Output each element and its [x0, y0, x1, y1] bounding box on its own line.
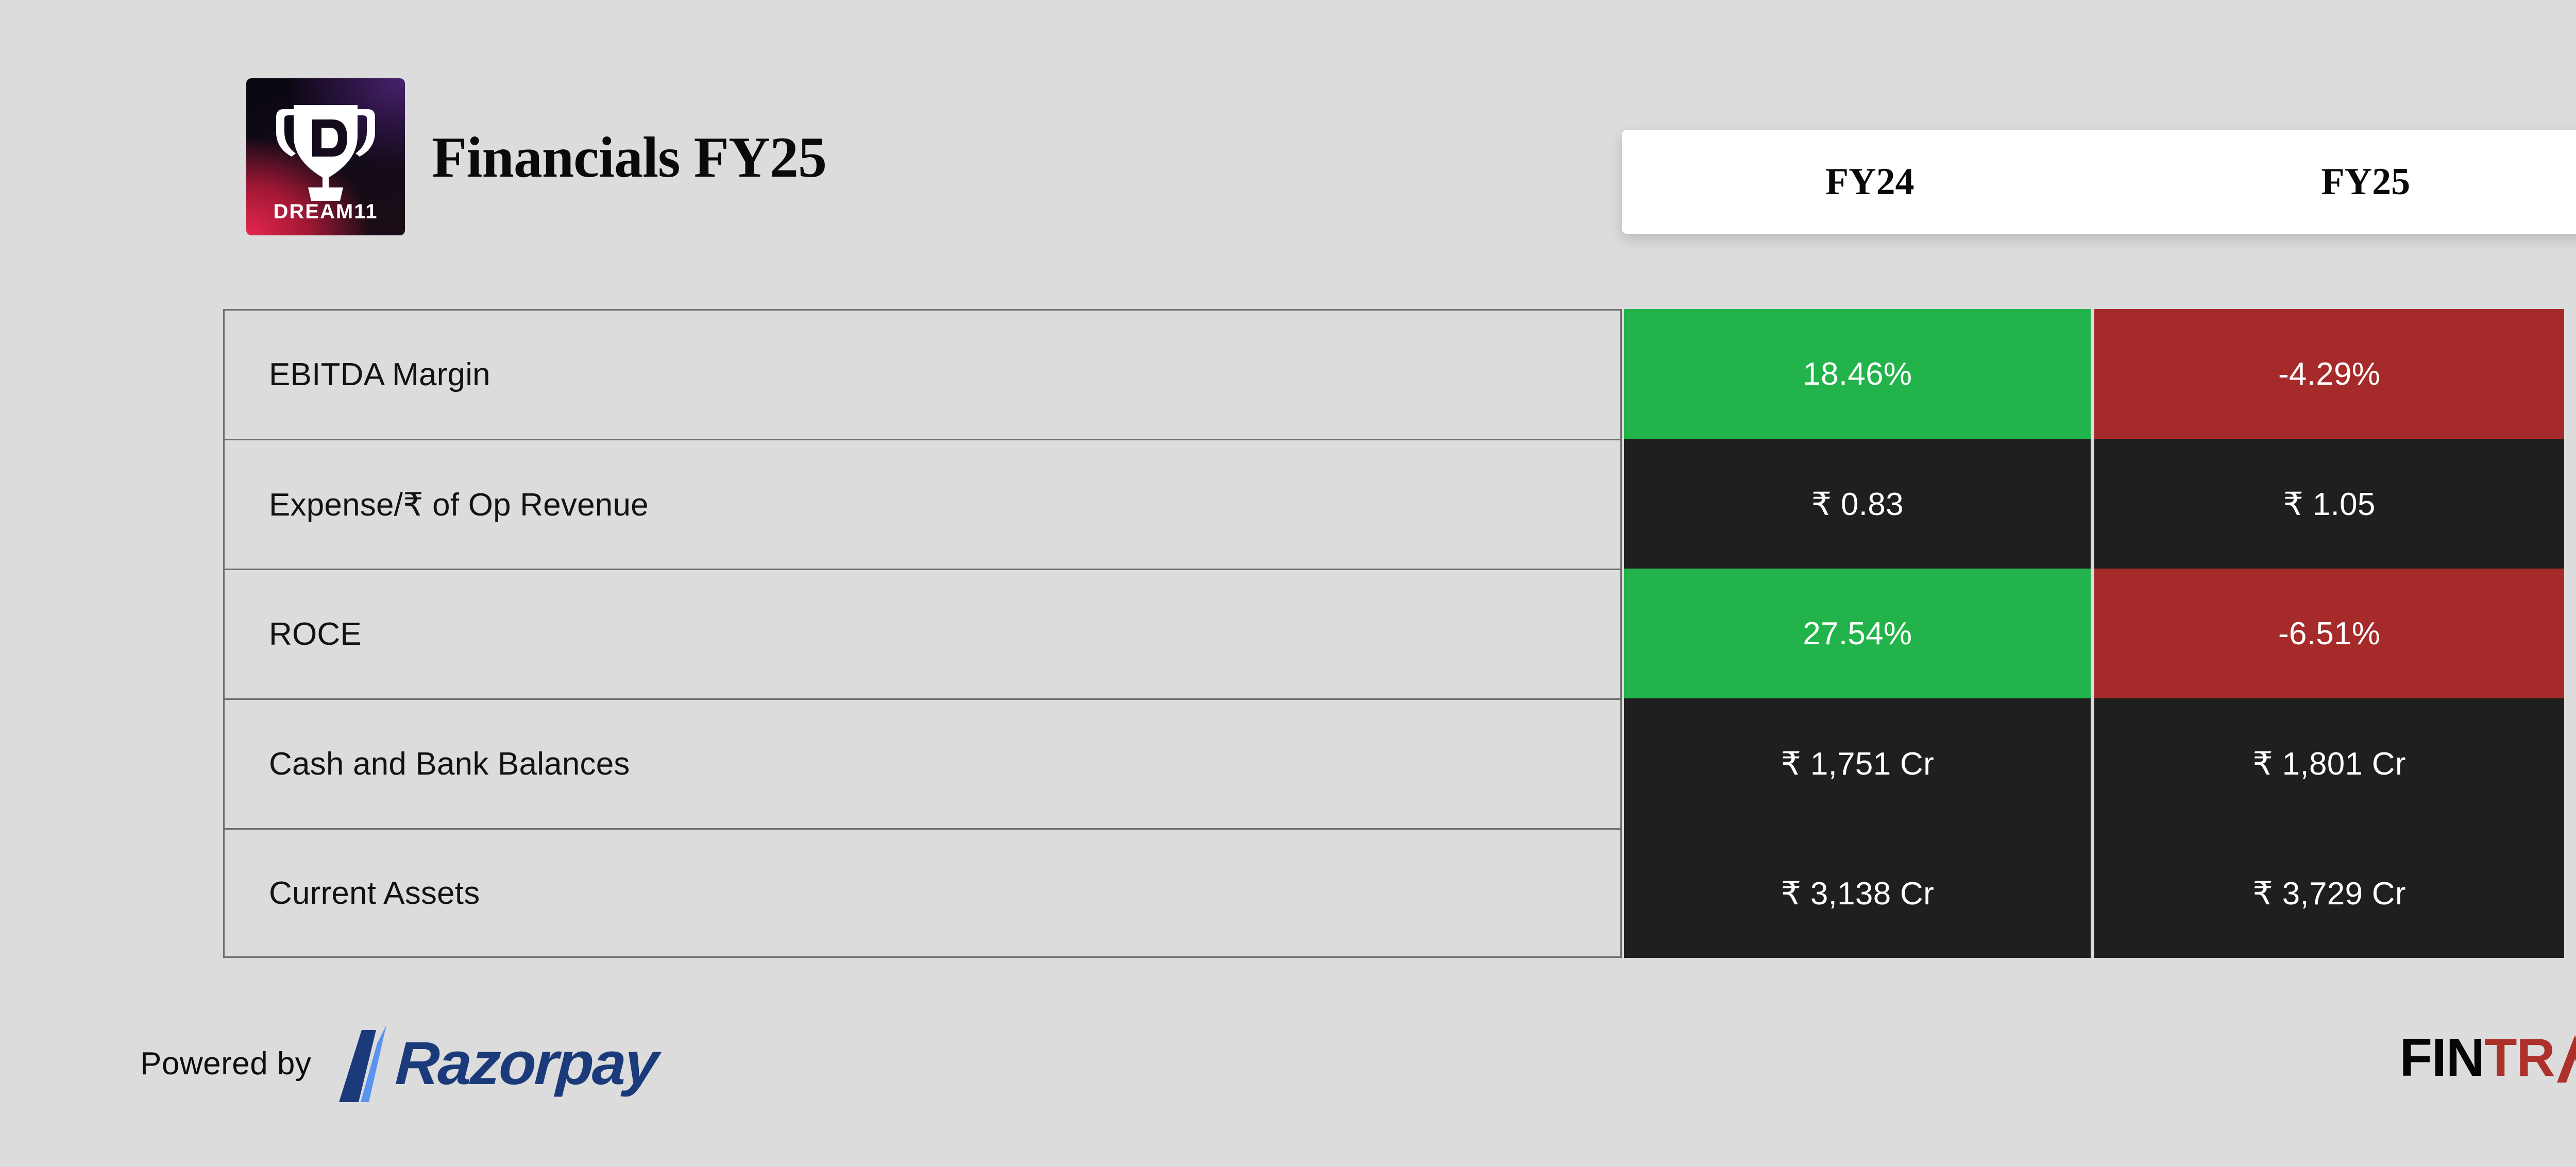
powered-by-group: Powered by Razorpay	[140, 1025, 659, 1102]
metric-value-fy25: -6.51%	[2094, 569, 2564, 698]
dream11-logo: DREAM11	[246, 78, 405, 235]
razorpay-logo: Razorpay	[329, 1025, 659, 1102]
table-row: ROCE 27.54% -6.51%	[223, 569, 2564, 698]
metric-label: Cash and Bank Balances	[223, 698, 1622, 828]
column-header-fy24: FY24	[1825, 160, 1914, 203]
metric-label: ROCE	[223, 569, 1622, 698]
metric-label: Expense/₹ of Op Revenue	[223, 439, 1622, 569]
fintrackr-fin-text: FIN	[2399, 1028, 2485, 1088]
metric-value-fy24: ₹ 0.83	[1624, 439, 2091, 569]
metric-value-fy24: 18.46%	[1624, 309, 2091, 439]
metric-value-fy24: ₹ 3,138 Cr	[1624, 828, 2091, 958]
table-row: EBITDA Margin 18.46% -4.29%	[223, 309, 2564, 439]
powered-by-label: Powered by	[140, 1045, 312, 1082]
table-row: Expense/₹ of Op Revenue ₹ 0.83 ₹ 1.05	[223, 439, 2564, 569]
metric-value-fy24: ₹ 1,751 Cr	[1624, 698, 2091, 828]
svg-text:DREAM11: DREAM11	[274, 200, 378, 223]
fintrackr-logo: FIN TR CKR	[2400, 1031, 2576, 1085]
table-row: Cash and Bank Balances ₹ 1,751 Cr ₹ 1,80…	[223, 698, 2564, 828]
fintrackr-tr-text: TR	[2484, 1028, 2555, 1088]
header-bar: DREAM11 Financials FY25 FY24 FY25	[0, 0, 2576, 288]
year-header-card: FY24 FY25	[1622, 130, 2576, 234]
metric-label: EBITDA Margin	[223, 309, 1622, 439]
column-header-fy25: FY25	[2321, 160, 2411, 203]
razorpay-wordmark: Razorpay	[394, 1029, 659, 1097]
metric-value-fy25: ₹ 1.05	[2094, 439, 2564, 569]
metric-value-fy25: ₹ 1,801 Cr	[2094, 698, 2564, 828]
razorpay-mark-icon	[339, 1025, 387, 1102]
fintrackr-rocket-a-icon	[2555, 1031, 2576, 1085]
metric-label: Current Assets	[223, 828, 1622, 958]
table-row: Current Assets ₹ 3,138 Cr ₹ 3,729 Cr	[223, 828, 2564, 958]
metric-value-fy25: ₹ 3,729 Cr	[2094, 828, 2564, 958]
page-title: Financials FY25	[432, 126, 827, 190]
metric-value-fy24: 27.54%	[1624, 569, 2091, 698]
metric-value-fy25: -4.29%	[2094, 309, 2564, 439]
trophy-d-icon: DREAM11	[274, 105, 378, 223]
footer-bar: Powered by Razorpay FIN TR CKR	[0, 1020, 2576, 1167]
financial-metrics-table: EBITDA Margin 18.46% -4.29% Expense/₹ of…	[223, 309, 2564, 958]
